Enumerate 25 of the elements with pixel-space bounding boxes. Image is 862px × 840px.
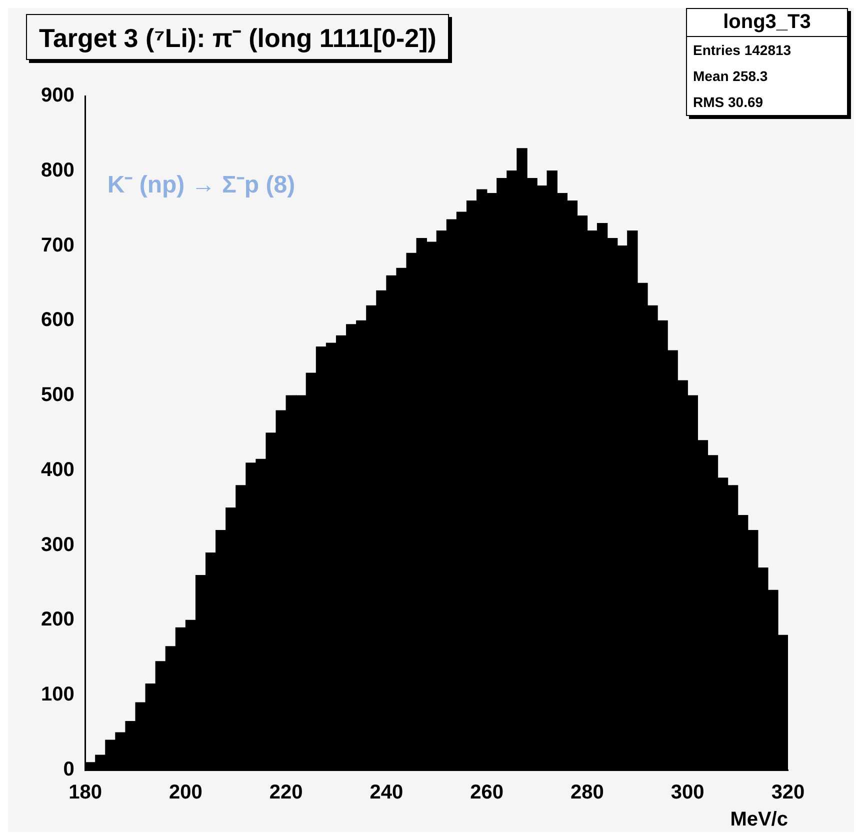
y-tick-label: 600 xyxy=(40,309,74,332)
y-tick-label: 400 xyxy=(40,458,74,481)
x-axis-title: MeV/c xyxy=(730,808,788,831)
x-tick-label: 300 xyxy=(670,782,704,804)
x-tick-label: 280 xyxy=(570,782,604,804)
y-tick-label: 900 xyxy=(40,84,74,107)
y-tick-label: 300 xyxy=(40,534,74,556)
y-tick-label: 200 xyxy=(40,608,74,631)
text: long3_T3 xyxy=(687,9,847,37)
x-tick-label: 240 xyxy=(370,782,404,804)
x-tick-label: 260 xyxy=(470,782,504,804)
x-tick-label: 220 xyxy=(269,782,303,804)
text: Mean 258.3 xyxy=(692,67,769,86)
x-tick-label: 180 xyxy=(68,782,102,804)
y-tick-label: 100 xyxy=(40,684,74,706)
annotation: RMS 30.69 xyxy=(692,93,764,112)
y-tick-label: 500 xyxy=(40,384,74,406)
y-tick-label: 0 xyxy=(63,758,74,781)
x-tick-label: 200 xyxy=(169,782,202,804)
y-tick-label: 800 xyxy=(40,159,74,182)
annotation: K⁻ (np) → Σ⁻p (8) xyxy=(107,172,296,199)
x-tick-label: 320 xyxy=(771,782,805,804)
text: Entries 142813 xyxy=(692,41,792,60)
y-tick-label: 700 xyxy=(40,234,74,256)
chart-title: Target 3 (⁷Li): π⁻ (long 1111[0-2]) xyxy=(26,14,450,60)
